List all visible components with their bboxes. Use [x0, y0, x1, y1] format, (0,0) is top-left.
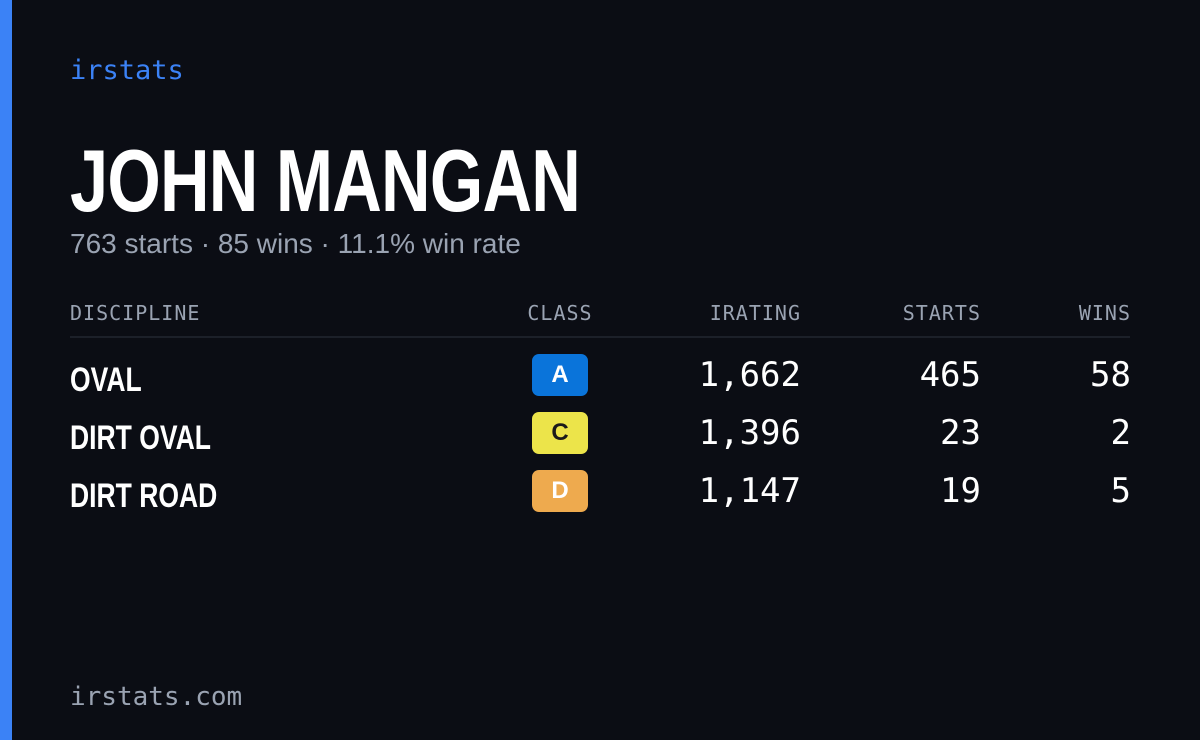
irating-value: 1,396	[698, 413, 801, 453]
column-header: WINS	[1078, 301, 1131, 325]
driver-name: JOHN MANGAN	[70, 131, 581, 230]
brand: irstats	[70, 55, 184, 86]
wins-value: 2	[1110, 413, 1131, 453]
class-badge: A	[532, 354, 588, 396]
class-badge: D	[532, 470, 588, 512]
discipline: DIRT OVAL	[70, 419, 211, 457]
class-badge: C	[532, 412, 588, 454]
accent-bar	[0, 0, 12, 740]
driver-summary: 763 starts · 85 wins · 11.1% win rate	[70, 228, 521, 259]
starts-value: 19	[940, 471, 981, 511]
starts-value: 23	[940, 413, 981, 453]
irating-value: 1,147	[698, 471, 801, 511]
column-header: IRATING	[709, 301, 801, 325]
wins-value: 5	[1110, 471, 1131, 511]
footer: irstats.com	[70, 682, 243, 712]
discipline: DIRT ROAD	[70, 477, 218, 515]
column-header: CLASS	[527, 301, 593, 325]
header-rule	[70, 336, 1130, 338]
column-header: STARTS	[902, 301, 981, 325]
discipline: OVAL	[70, 361, 142, 399]
irating-value: 1,662	[698, 355, 801, 395]
starts-value: 465	[919, 355, 981, 395]
column-header: DISCIPLINE	[70, 301, 201, 325]
wins-value: 58	[1090, 355, 1131, 395]
